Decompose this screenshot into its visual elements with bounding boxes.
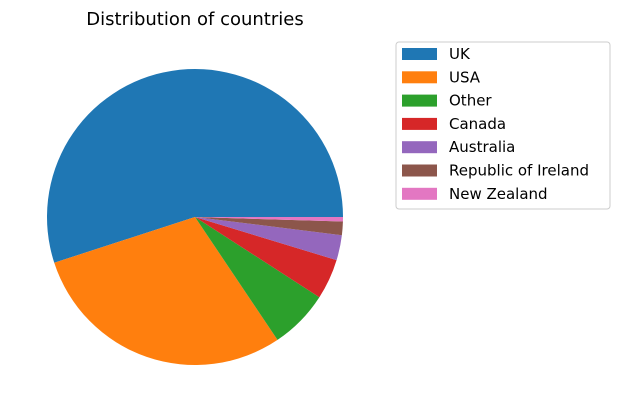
legend-frame — [395, 41, 611, 210]
pie-slices — [47, 69, 343, 366]
legend-swatch — [402, 48, 437, 60]
legend-label: Other — [449, 92, 492, 110]
pie-slice-new-zealand — [195, 217, 343, 222]
pie-slice-other — [195, 217, 320, 340]
pie-slice-usa — [54, 217, 278, 366]
legend-label: USA — [449, 68, 481, 86]
legend-label: Canada — [449, 115, 506, 133]
chart-title: Distribution of countries — [86, 9, 303, 30]
legend-label: UK — [449, 45, 471, 63]
legend-swatch — [402, 187, 437, 200]
legend-label: Australia — [449, 138, 515, 156]
legend: UK USA Other Canada Australia Republic of Ire… — [395, 41, 611, 210]
legend-swatch — [402, 71, 437, 84]
pie-slice-australia — [195, 217, 342, 261]
legend-label: Republic of Ireland — [449, 162, 589, 180]
pie-slice-uk — [47, 69, 343, 263]
legend-items: UK USA Other Canada Australia Republic of Ire… — [402, 45, 589, 203]
legend-swatch — [402, 117, 437, 130]
pie-slice-canada — [195, 217, 337, 298]
legend-swatch — [402, 141, 437, 154]
legend-swatch — [402, 164, 437, 177]
pie-slice-republic-of-ireland — [195, 217, 343, 236]
legend-label: New Zealand — [449, 185, 548, 203]
legend-swatch — [402, 94, 437, 107]
